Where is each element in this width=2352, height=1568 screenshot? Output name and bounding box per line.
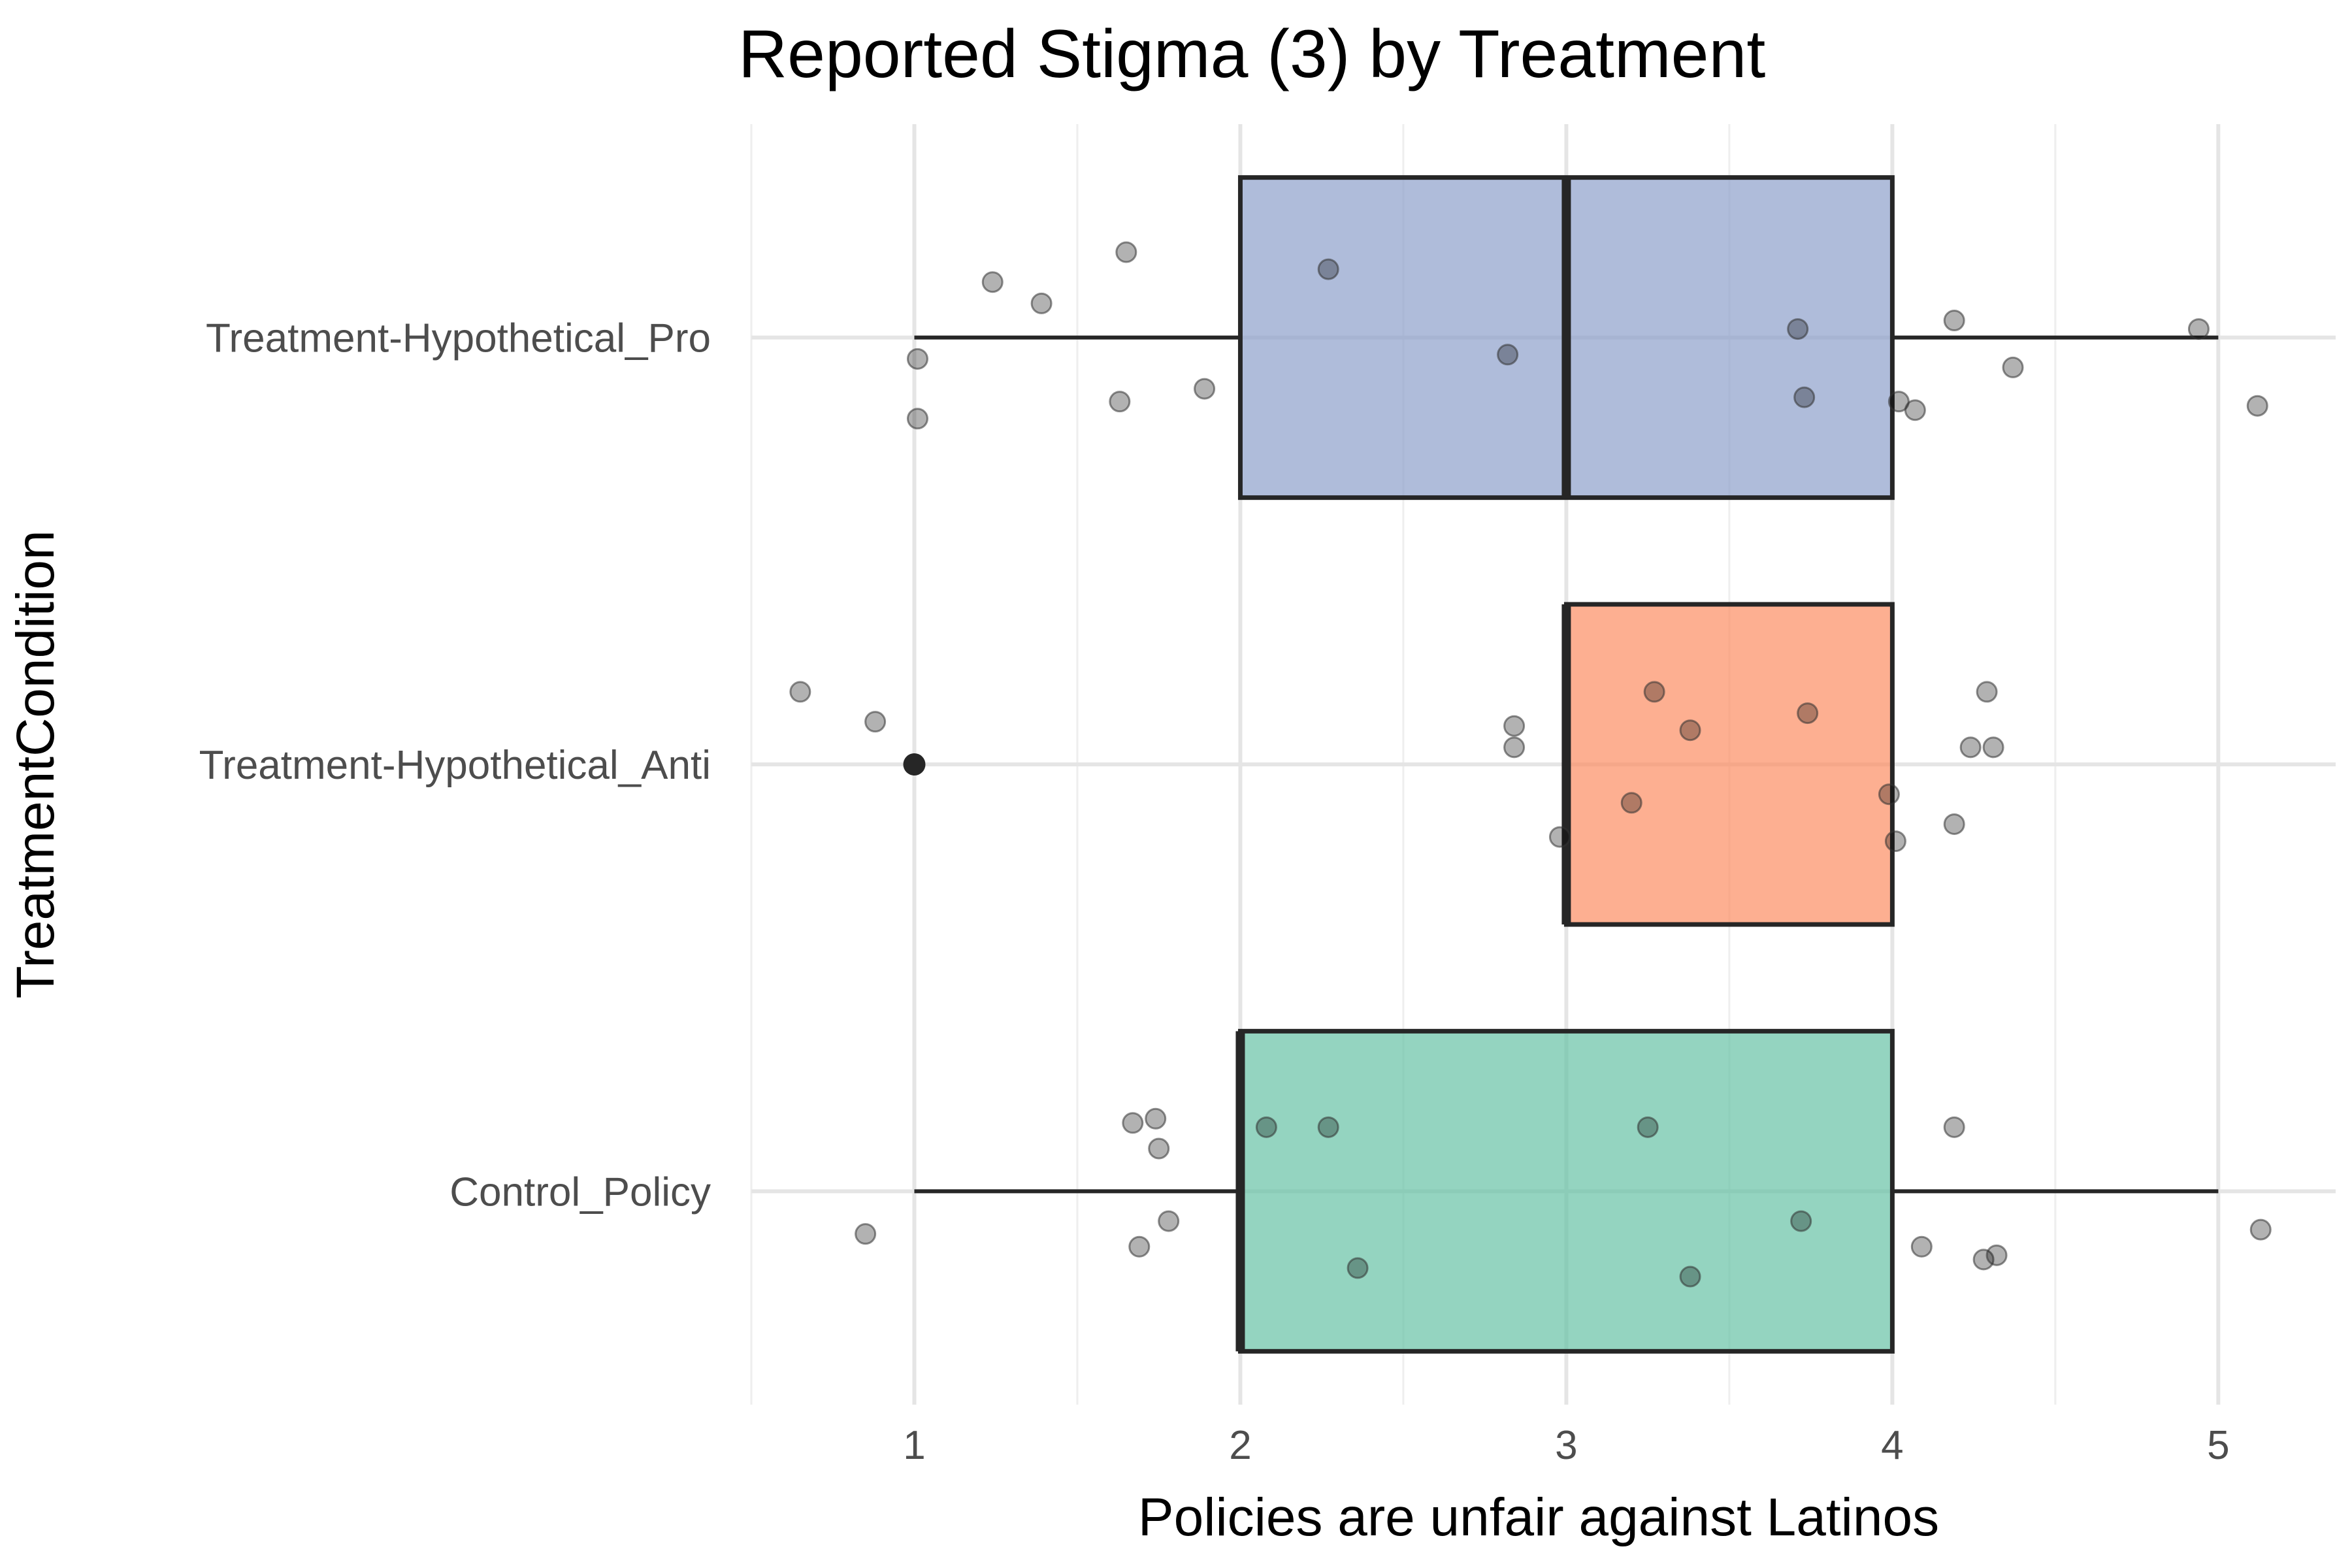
x-tick-label: 1 <box>903 1423 925 1468</box>
jitter-point <box>1347 1257 1369 1279</box>
jitter-point <box>1679 719 1701 742</box>
y-tick-label: Treatment-Hypothetical_Pro <box>206 316 711 361</box>
jitter-point <box>1790 1210 1812 1232</box>
jitter-point <box>1128 1235 1151 1258</box>
jitter-point <box>2002 356 2024 378</box>
jitter-point <box>1787 318 1809 340</box>
jitter-point <box>1878 783 1900 806</box>
jitter-point <box>1679 1266 1701 1288</box>
jitter-point <box>2187 318 2210 340</box>
jitter-point <box>1943 1116 1965 1138</box>
x-tick-label: 4 <box>1881 1423 1903 1468</box>
jitter-point <box>1943 310 1965 332</box>
jitter-point <box>2249 1218 2272 1241</box>
jitter-point <box>1959 736 1982 759</box>
jitter-point <box>1972 1249 1995 1271</box>
x-tick-label: 3 <box>1555 1423 1577 1468</box>
iqr-box <box>1563 602 1895 927</box>
jitter-point <box>1982 736 2004 759</box>
jitter-point <box>855 1223 877 1245</box>
jitter-point <box>1497 344 1519 366</box>
jitter-points <box>789 241 2272 1288</box>
jitter-point <box>1620 792 1642 814</box>
y-tick-label: Control_Policy <box>449 1169 711 1215</box>
jitter-point <box>1548 826 1571 848</box>
jitter-point <box>1255 1116 1277 1138</box>
jitter-point <box>1976 681 1998 703</box>
jitter-point <box>864 711 887 733</box>
jitter-point <box>1643 681 1665 703</box>
jitter-point <box>1503 715 1526 737</box>
chart-title: Reported Stigma (3) by Treatment <box>738 16 1765 92</box>
jitter-point <box>1148 1137 1170 1160</box>
jitter-point <box>1194 378 1216 400</box>
box-2 <box>903 602 1895 927</box>
jitter-point <box>2246 395 2268 417</box>
x-tick-labels: 1 2 3 4 5 <box>903 1423 2229 1468</box>
box-1 <box>914 175 2219 500</box>
y-tick-label: Treatment-Hypothetical_Anti <box>199 743 711 788</box>
jitter-point <box>906 348 928 370</box>
jitter-point <box>1145 1107 1167 1130</box>
jitter-point <box>1503 736 1526 759</box>
jitter-point <box>1904 399 1926 421</box>
y-tick-labels: Treatment-Hypothetical_Pro Treatment-Hypo… <box>199 316 711 1215</box>
jitter-point <box>1317 258 1339 280</box>
jitter-point <box>1317 1116 1339 1138</box>
jitter-point <box>906 408 928 430</box>
x-tick-label: 5 <box>2207 1423 2229 1468</box>
outlier-point <box>903 753 926 776</box>
jitter-point <box>789 681 811 703</box>
jitter-point <box>981 271 1004 293</box>
boxes <box>903 175 2219 1354</box>
jitter-point <box>1637 1116 1659 1138</box>
x-axis-title: Policies are unfair against Latinos <box>1138 1488 1939 1547</box>
jitter-point <box>1122 1112 1144 1134</box>
x-tick-label: 2 <box>1229 1423 1251 1468</box>
jitter-point <box>1797 702 1819 725</box>
jitter-point <box>1884 830 1906 853</box>
box-3 <box>914 1028 2219 1354</box>
jitter-point <box>1910 1235 1933 1258</box>
jitter-point <box>1793 386 1816 408</box>
jitter-point <box>1030 292 1053 314</box>
jitter-point <box>1109 391 1131 413</box>
jitter-point <box>1115 241 1137 263</box>
jitter-point <box>1158 1210 1180 1232</box>
jitter-point <box>1985 1244 2008 1266</box>
jitter-point <box>1943 813 1965 835</box>
iqr-box <box>1237 1028 1895 1354</box>
y-axis-title: TreatmentCondition <box>6 530 65 998</box>
